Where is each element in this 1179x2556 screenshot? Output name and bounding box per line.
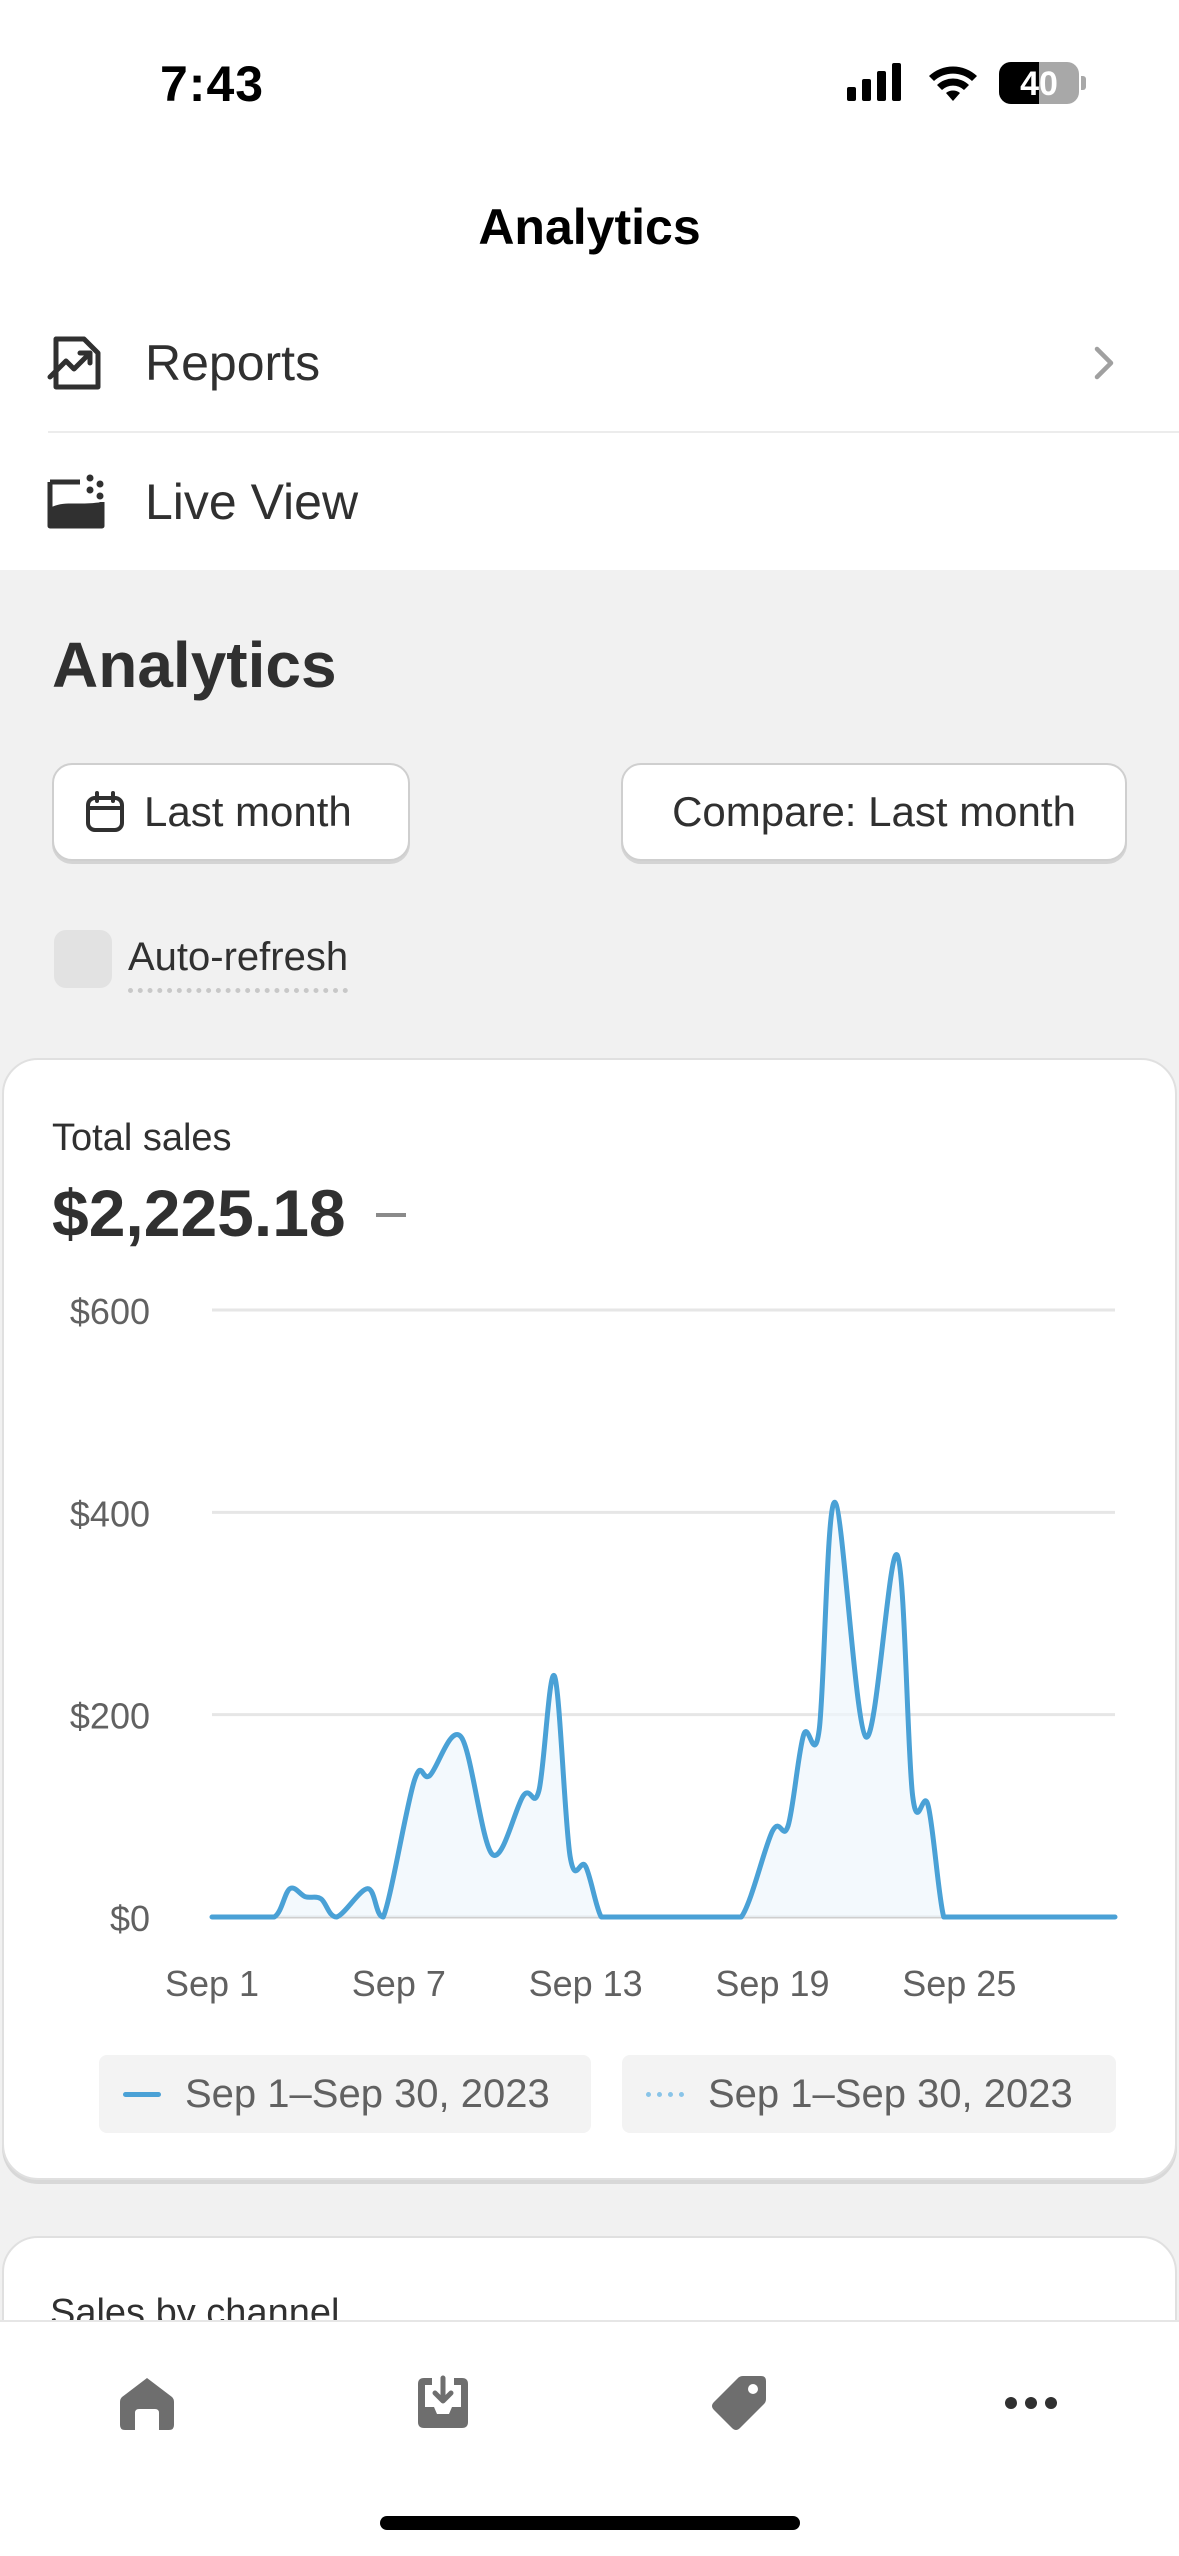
series-area [212,1502,1115,1917]
y-tick-label: $400 [70,1493,150,1534]
legend-label: Sep 1–Sep 30, 2023 [185,2071,550,2116]
signal-icon [847,63,901,101]
compare-label: Compare: Last month [672,788,1076,835]
status-icons: 40 [847,62,1086,104]
x-tick-label: Sep 13 [529,1963,643,2004]
reports-icon [47,336,101,390]
menu-item-label: Live View [145,474,359,530]
auto-refresh-checkbox[interactable] [54,930,112,988]
x-tick-label: Sep 25 [902,1963,1016,2004]
legend-item-comparison[interactable]: Sep 1–Sep 30, 2023 [622,2055,1116,2133]
chevron-right-icon [1094,346,1114,380]
date-range-label: Last month [144,788,352,835]
products-tag-icon [712,2376,766,2430]
status-time: 7:43 [160,56,265,112]
tab-orders[interactable] [408,2368,478,2438]
total-sales-card [2,1058,1177,2180]
sales-chart: $600 $400 $200 $0 Sep 1 Sep 7 Sep 13 Sep 19 Sep … [70,1291,1118,2004]
trend-indicator [376,1213,406,1217]
battery-icon: 40 [999,62,1086,104]
orders-icon [418,2375,468,2428]
tab-products[interactable] [704,2368,774,2438]
y-tick-label: $0 [110,1898,150,1939]
battery-level: 40 [1020,65,1058,103]
compare-button[interactable]: Compare: Last month [621,763,1127,861]
top-panel [0,0,1179,570]
legend-swatch-solid [123,2091,161,2097]
home-icon [120,2378,174,2430]
x-tick-label: Sep 7 [352,1963,446,2004]
x-tick-label: Sep 1 [165,1963,259,2004]
y-tick-label: $200 [70,1696,150,1737]
menu-item-reports[interactable]: Reports [0,294,1179,432]
divider [48,431,1179,433]
legend-swatch-dotted [646,2091,684,2097]
total-sales-label: Total sales [52,1117,232,1159]
page-title: Analytics [52,629,337,701]
calendar-icon [86,791,124,832]
legend-item-current[interactable]: Sep 1–Sep 30, 2023 [99,2055,591,2133]
live-view-icon [47,474,105,529]
more-icon [1005,2397,1057,2409]
y-tick-label: $600 [70,1291,150,1332]
home-indicator [380,2516,800,2530]
auto-refresh-label[interactable]: Auto-refresh [128,935,349,993]
menu-item-live-view[interactable]: Live View [0,433,1179,571]
tab-more[interactable] [996,2368,1066,2438]
x-tick-label: Sep 19 [715,1963,829,2004]
total-sales-value: $2,225.18 [52,1176,346,1250]
menu-item-label: Reports [145,335,321,391]
nav-title: Analytics [478,199,701,255]
wifi-icon [929,66,977,101]
legend-label: Sep 1–Sep 30, 2023 [708,2071,1073,2116]
series-line [209,1499,1118,1920]
date-range-button[interactable]: Last month [52,763,410,861]
tab-home[interactable] [112,2368,182,2438]
